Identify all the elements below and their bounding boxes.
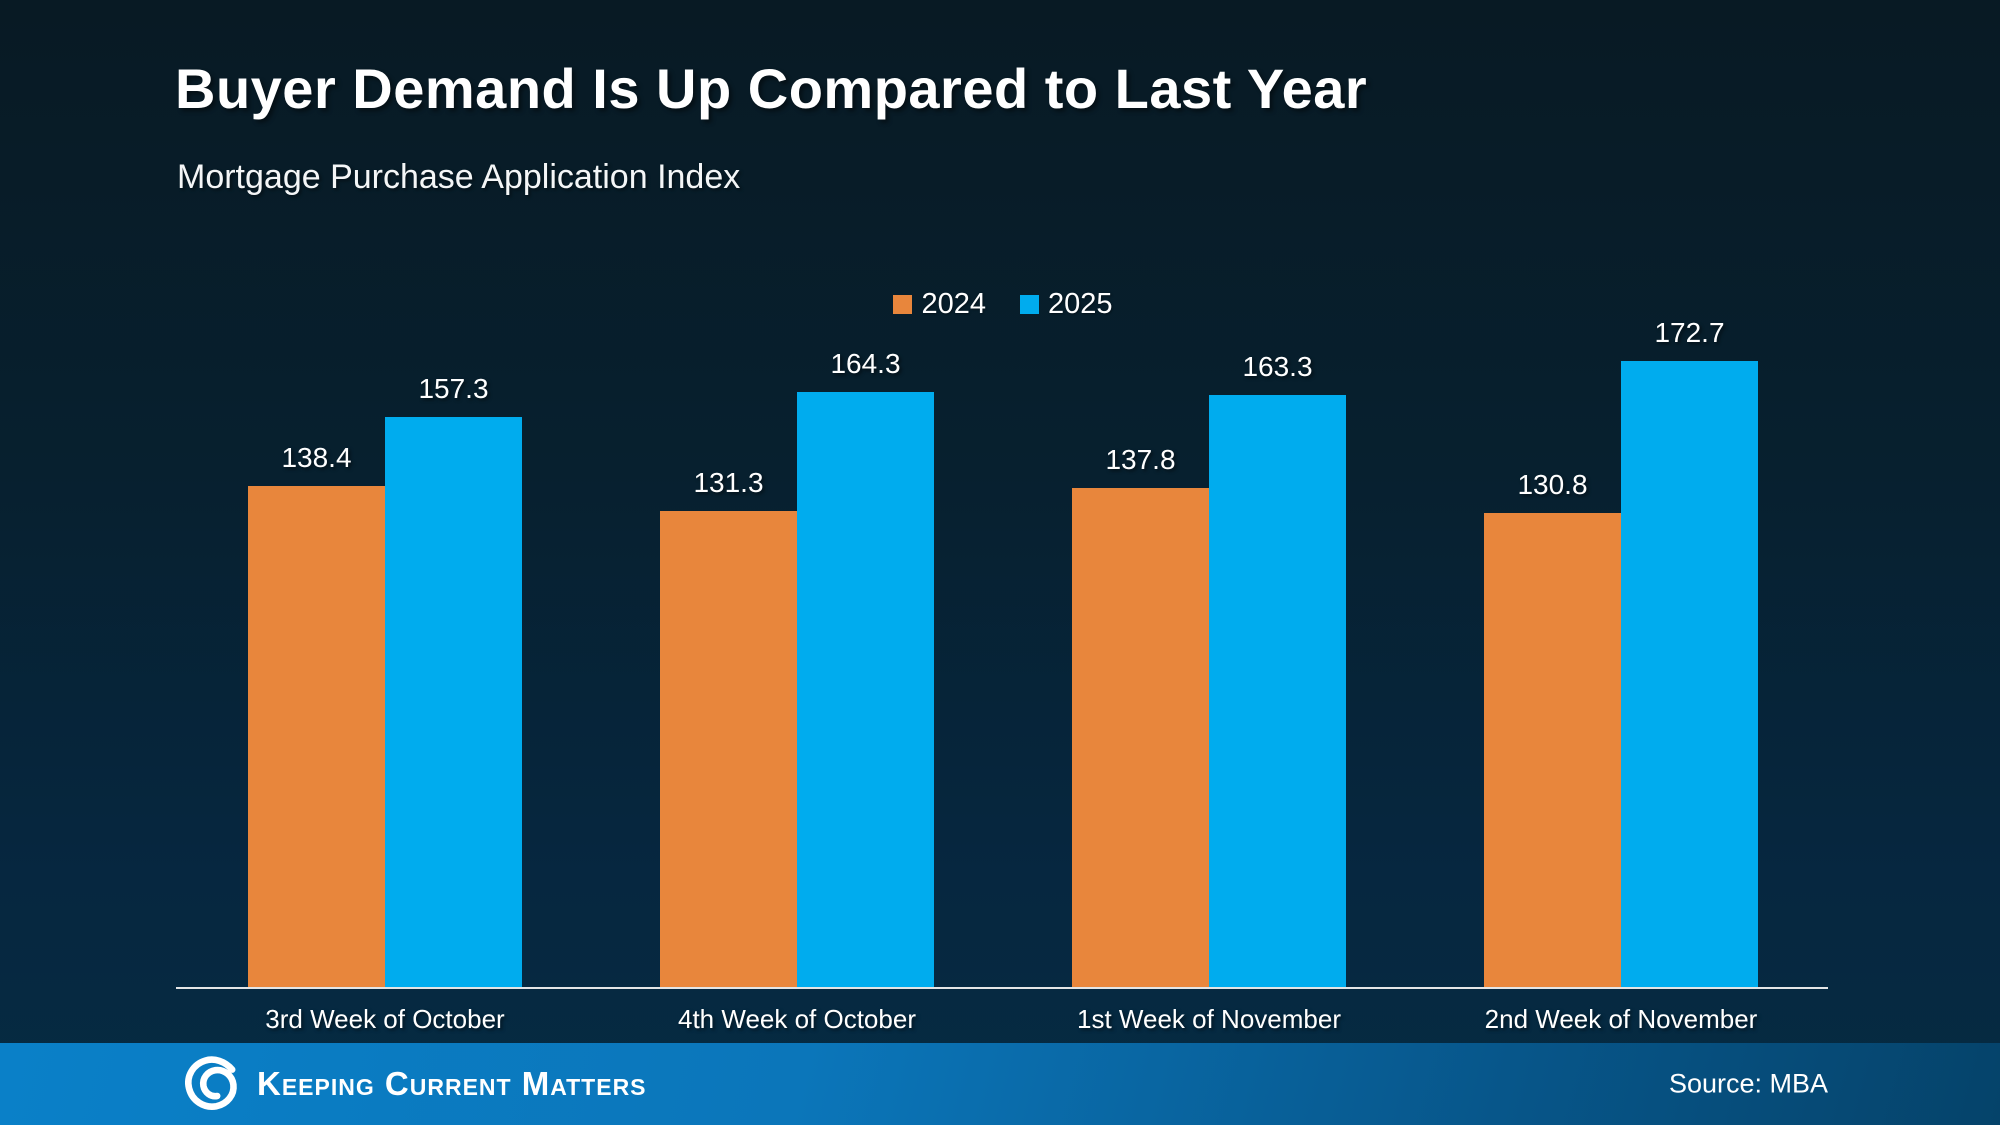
- legend-swatch-2025: [1020, 295, 1039, 314]
- x-axis-labels: 3rd Week of October 4th Week of October 1s…: [179, 1004, 1827, 1035]
- brand-logo: Keeping Current Matters: [183, 1054, 647, 1114]
- source-label: Source: MBA: [1668, 1068, 1828, 1099]
- bar-value-label: 157.3: [418, 373, 489, 404]
- chart-title: Buyer Demand Is Up Compared to Last Year: [175, 57, 1368, 120]
- bar-group: 130.8 172.7: [1415, 317, 1827, 988]
- legend-swatch-2024: [893, 295, 913, 314]
- bar-group: 131.3 164.3: [591, 338, 1003, 988]
- kcm-swirl-icon: [185, 1056, 237, 1110]
- bar-2025: [797, 392, 934, 988]
- legend-item-2025: 2025: [1020, 288, 1113, 321]
- bar-value-label: 131.3: [693, 467, 764, 498]
- legend-label: 2024: [921, 288, 986, 320]
- bar-2025: [385, 417, 522, 988]
- bar-group: 137.8 163.3: [1003, 338, 1415, 988]
- x-axis-label: 1st Week of November: [1077, 1004, 1341, 1034]
- chart-legend: 2024 2025: [179, 288, 1827, 321]
- footer-bar: Keeping Current Matters Source: MBA: [0, 1043, 2000, 1125]
- bar-group: 138.4 157.3: [179, 338, 591, 988]
- bar-chart-plot-area: 138.4 157.3 131.3 164.3 137.8 163.3 130.8 172.7: [179, 317, 1827, 988]
- bar-value-label: 130.8: [1517, 469, 1588, 500]
- bar-value-label: 137.8: [1105, 444, 1176, 475]
- bar-value-label: 163.3: [1242, 351, 1313, 382]
- bar-2024: [1072, 488, 1209, 988]
- bar-value-label: 138.4: [281, 442, 352, 473]
- x-axis-label: 3rd Week of October: [265, 1004, 505, 1034]
- bar-value-label: 164.3: [830, 348, 901, 379]
- chart-subtitle: Mortgage Purchase Application Index: [177, 158, 741, 196]
- bar-2024: [1484, 513, 1621, 988]
- x-axis-line: [176, 987, 1828, 989]
- legend-label: 2025: [1048, 288, 1113, 320]
- x-axis-label: 2nd Week of November: [1484, 1004, 1758, 1034]
- bar-2025: [1621, 361, 1758, 988]
- bar-2024: [660, 511, 797, 988]
- legend-item-2024: 2024: [893, 288, 986, 321]
- x-axis-label: 4th Week of October: [678, 1004, 916, 1034]
- bar-2025: [1209, 395, 1346, 988]
- bar-2024: [248, 486, 385, 988]
- brand-name: Keeping Current Matters: [257, 1065, 647, 1102]
- bar-value-label: 172.7: [1654, 317, 1725, 348]
